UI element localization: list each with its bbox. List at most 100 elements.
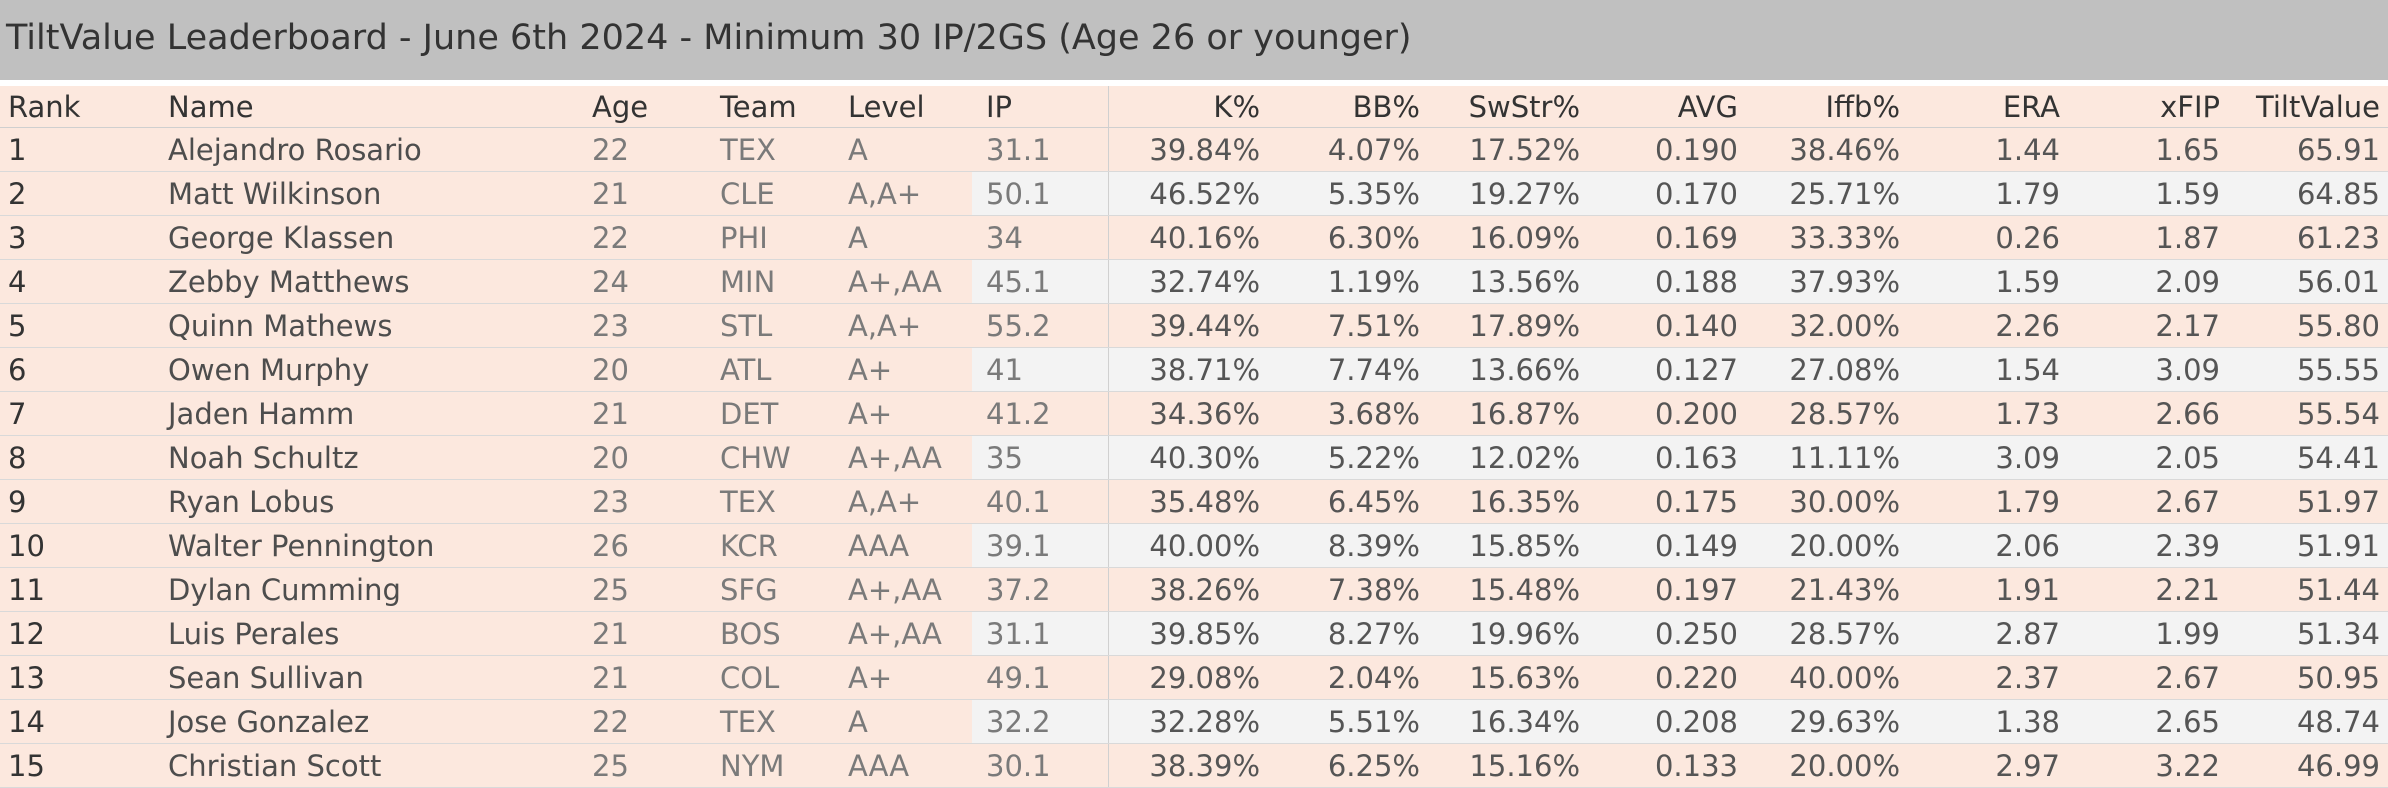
header-era[interactable]: ERA — [2002, 89, 2060, 124]
cell-ip: 30.1 — [986, 748, 1051, 783]
cell-ip: 55.2 — [986, 308, 1051, 343]
cell-rank: 12 — [8, 616, 45, 651]
cell-xfip: 1.59 — [2155, 176, 2220, 211]
cell-bb-pct: 8.39% — [1327, 528, 1420, 563]
table-row[interactable]: 13 Sean Sullivan 21 COL A+ 49.1 29.08% 2.04% 15.… — [0, 656, 2388, 700]
cell-name: Owen Murphy — [168, 352, 370, 387]
cell-age: 23 — [592, 484, 629, 519]
cell-avg: 0.163 — [1654, 440, 1738, 475]
cell-bb-pct: 4.07% — [1327, 132, 1420, 167]
cell-name: George Klassen — [168, 220, 395, 255]
cell-team: BOS — [720, 616, 781, 651]
cell-name: Walter Pennington — [168, 528, 435, 563]
table-row[interactable]: 11 Dylan Cumming 25 SFG A+,AA 37.2 38.26% 7.38%… — [0, 568, 2388, 612]
table-row[interactable]: 5 Quinn Mathews 23 STL A,A+ 55.2 39.44% 7.51% 17… — [0, 304, 2388, 348]
page-title: TiltValue Leaderboard - June 6th 2024 - … — [6, 18, 1412, 58]
header-swstr-pct[interactable]: SwStr% — [1468, 89, 1580, 124]
cell-xfip: 1.65 — [2155, 132, 2220, 167]
header-name[interactable]: Name — [168, 89, 254, 124]
cell-tiltvalue: 55.54 — [2296, 396, 2380, 431]
header-tiltvalue[interactable]: TiltValue — [2256, 89, 2380, 124]
cell-xfip: 2.21 — [2155, 572, 2220, 607]
cell-k-pct: 32.74% — [1149, 264, 1260, 299]
table-row[interactable]: 7 Jaden Hamm 21 DET A+ 41.2 34.36% 3.68% 16.87% 0… — [0, 392, 2388, 436]
cell-xfip: 2.67 — [2155, 660, 2220, 695]
cell-level: A,A+ — [848, 484, 922, 519]
cell-xfip: 2.67 — [2155, 484, 2220, 519]
cell-team: CLE — [720, 176, 775, 211]
table-row[interactable]: 12 Luis Perales 21 BOS A+,AA 31.1 39.85% 8.27% 1… — [0, 612, 2388, 656]
cell-k-pct: 38.26% — [1149, 572, 1260, 607]
cell-iffb-pct: 20.00% — [1789, 528, 1900, 563]
cell-team: TEX — [720, 484, 776, 519]
cell-name: Sean Sullivan — [168, 660, 364, 695]
header-level[interactable]: Level — [848, 89, 925, 124]
table-row[interactable]: 1 Alejandro Rosario 22 TEX A 31.1 39.84% 4.07% 1… — [0, 128, 2388, 172]
table-row[interactable]: 15 Christian Scott 25 NYM AAA 30.1 38.39% 6.25%… — [0, 744, 2388, 788]
row-shading — [972, 524, 2388, 567]
cell-bb-pct: 8.27% — [1327, 616, 1420, 651]
cell-age: 21 — [592, 660, 629, 695]
cell-bb-pct: 6.25% — [1327, 748, 1420, 783]
cell-ip: 31.1 — [986, 132, 1051, 167]
cell-avg: 0.175 — [1654, 484, 1738, 519]
cell-rank: 1 — [8, 132, 27, 167]
cell-team: NYM — [720, 748, 785, 783]
cell-swstr-pct: 15.48% — [1469, 572, 1580, 607]
cell-ip: 32.2 — [986, 704, 1051, 739]
cell-bb-pct: 2.04% — [1327, 660, 1420, 695]
cell-team: PHI — [720, 220, 768, 255]
header-age[interactable]: Age — [592, 89, 649, 124]
row-shading — [972, 348, 2388, 391]
table-row[interactable]: 2 Matt Wilkinson 21 CLE A,A+ 50.1 46.52% 5.35% 1… — [0, 172, 2388, 216]
cell-k-pct: 35.48% — [1149, 484, 1260, 519]
cell-xfip: 1.87 — [2155, 220, 2220, 255]
table-row[interactable]: 4 Zebby Matthews 24 MIN A+,AA 45.1 32.74% 1.19%… — [0, 260, 2388, 304]
cell-era: 2.26 — [1995, 308, 2060, 343]
cell-level: A+,AA — [848, 572, 942, 607]
table-row[interactable]: 9 Ryan Lobus 23 TEX A,A+ 40.1 35.48% 6.45% 16.35… — [0, 480, 2388, 524]
table-row[interactable]: 8 Noah Schultz 20 CHW A+,AA 35 40.30% 5.22% 12.0… — [0, 436, 2388, 480]
cell-era: 1.79 — [1995, 176, 2060, 211]
cell-bb-pct: 5.22% — [1327, 440, 1420, 475]
cell-era: 1.54 — [1995, 352, 2060, 387]
cell-tiltvalue: 61.23 — [2296, 220, 2380, 255]
cell-team: STL — [720, 308, 773, 343]
header-ip[interactable]: IP — [986, 89, 1013, 124]
cell-era: 2.37 — [1995, 660, 2060, 695]
column-divider — [1108, 744, 1109, 787]
header-avg[interactable]: AVG — [1677, 89, 1738, 124]
cell-k-pct: 32.28% — [1149, 704, 1260, 739]
header-xfip[interactable]: xFIP — [2160, 89, 2220, 124]
cell-ip: 49.1 — [986, 660, 1051, 695]
cell-ip: 39.1 — [986, 528, 1051, 563]
table-row[interactable]: 14 Jose Gonzalez 22 TEX A 32.2 32.28% 5.51% 16.3… — [0, 700, 2388, 744]
column-divider — [1108, 172, 1109, 215]
cell-era: 1.59 — [1995, 264, 2060, 299]
cell-swstr-pct: 16.34% — [1469, 704, 1580, 739]
cell-age: 25 — [592, 748, 629, 783]
cell-xfip: 2.09 — [2155, 264, 2220, 299]
cell-rank: 7 — [8, 396, 27, 431]
cell-k-pct: 40.30% — [1149, 440, 1260, 475]
cell-rank: 9 — [8, 484, 27, 519]
cell-bb-pct: 7.51% — [1327, 308, 1420, 343]
cell-avg: 0.250 — [1654, 616, 1738, 651]
table-row[interactable]: 10 Walter Pennington 26 KCR AAA 39.1 40.00% 8.3… — [0, 524, 2388, 568]
cell-k-pct: 38.39% — [1149, 748, 1260, 783]
table-row[interactable]: 6 Owen Murphy 20 ATL A+ 41 38.71% 7.74% 13.66% 0.… — [0, 348, 2388, 392]
cell-swstr-pct: 13.66% — [1469, 352, 1580, 387]
cell-age: 22 — [592, 704, 629, 739]
header-rank[interactable]: Rank — [8, 89, 81, 124]
column-divider — [1108, 700, 1109, 743]
cell-xfip: 3.09 — [2155, 352, 2220, 387]
header-iffb-pct[interactable]: Iffb% — [1825, 89, 1901, 124]
header-bb-pct[interactable]: BB% — [1352, 89, 1420, 124]
header-team[interactable]: Team — [720, 89, 797, 124]
cell-rank: 13 — [8, 660, 45, 695]
cell-ip: 41.2 — [986, 396, 1051, 431]
cell-iffb-pct: 30.00% — [1789, 484, 1900, 519]
header-k-pct[interactable]: K% — [1213, 89, 1260, 124]
cell-k-pct: 39.84% — [1149, 132, 1260, 167]
table-row[interactable]: 3 George Klassen 22 PHI A 34 40.16% 6.30% 16.09%… — [0, 216, 2388, 260]
